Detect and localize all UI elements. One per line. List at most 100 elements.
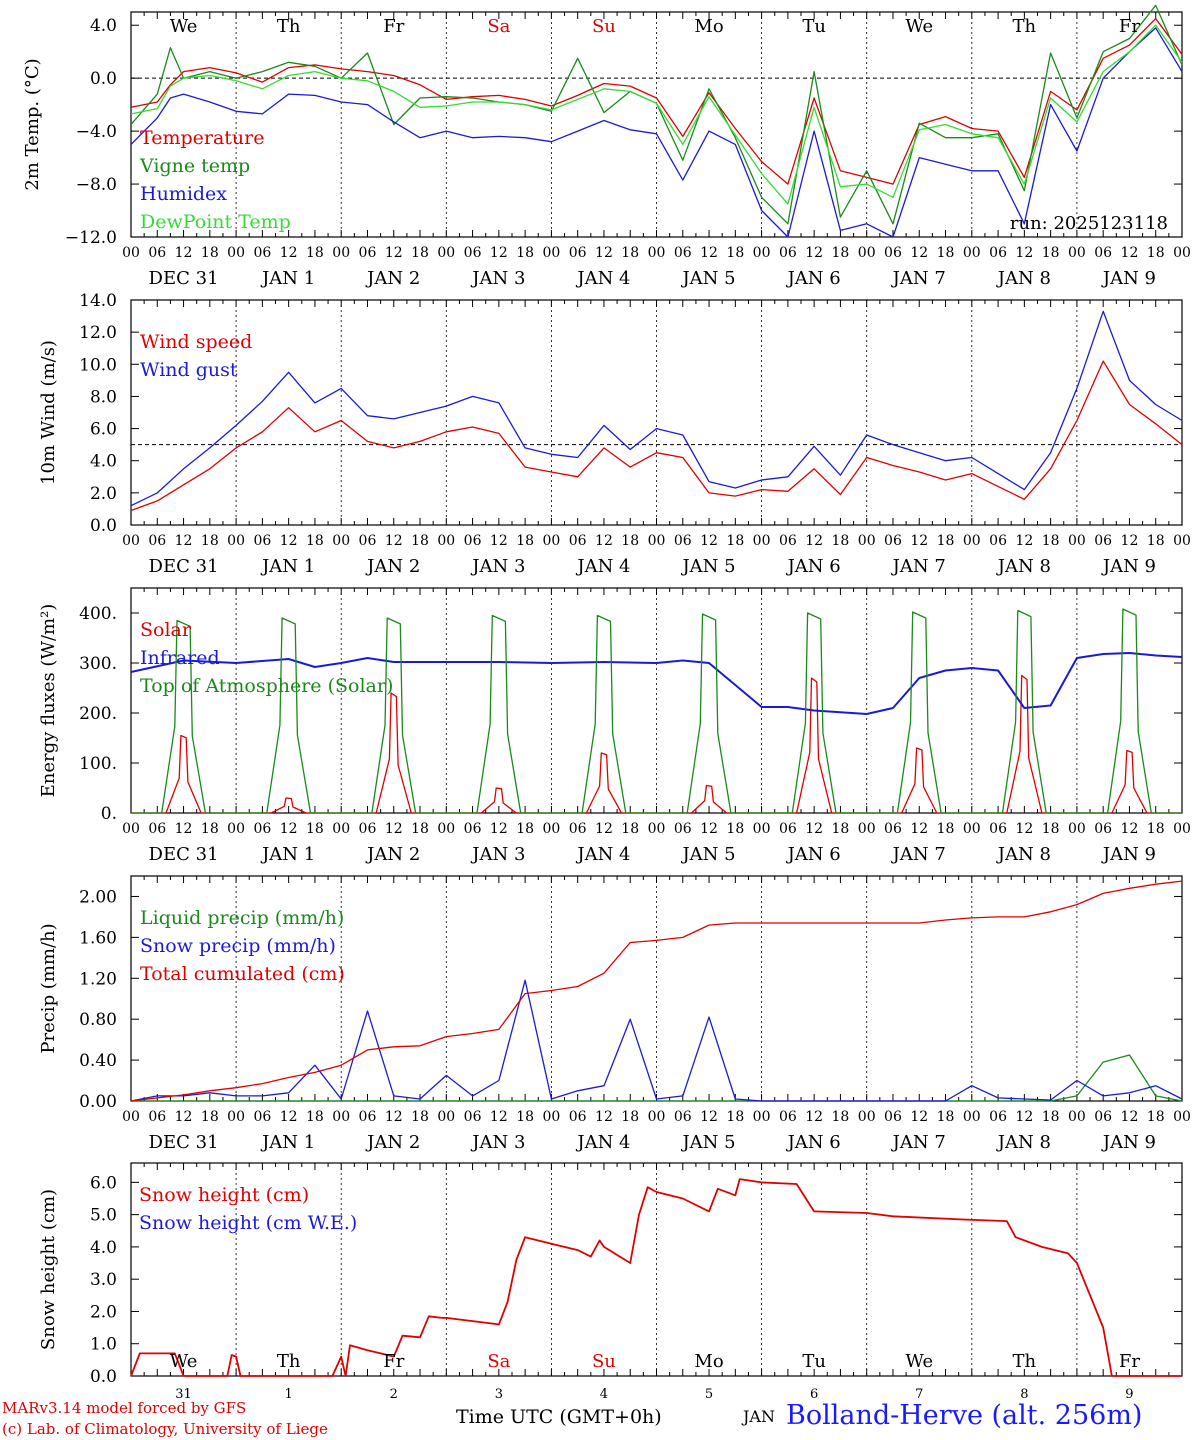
- energy-series-1: [130, 652, 1183, 715]
- wind-series-1: [130, 310, 1183, 507]
- precip-hour-label: 06: [359, 1109, 377, 1125]
- wind-hour-label: 06: [989, 533, 1007, 549]
- wind-hour-label: 12: [385, 533, 403, 549]
- temp-date-label: JAN 5: [680, 268, 735, 289]
- wind-series-0: [130, 360, 1183, 512]
- snow-date-label: 1: [285, 1387, 293, 1402]
- precip-hour-label: 18: [832, 1109, 850, 1125]
- precip-hour-label: 06: [253, 1109, 271, 1125]
- energy-hour-label: 12: [490, 821, 508, 837]
- temp-hour-label: 06: [1094, 245, 1112, 261]
- precip-legend-item: Total cumulated (cm): [140, 963, 345, 985]
- energy-date-label: JAN 3: [470, 844, 525, 865]
- weekday-label: Fr: [383, 16, 404, 37]
- temp-legend-item: Temperature: [140, 127, 264, 149]
- temp-legend-item: DewPoint Temp: [140, 211, 291, 233]
- energy-hour-label: 06: [674, 821, 692, 837]
- precip-hour-label: 06: [148, 1109, 166, 1125]
- energy-hour-label: 00: [753, 821, 771, 837]
- wind-hour-label: 18: [411, 533, 429, 549]
- wind-y-tick-label: 10.0: [79, 355, 117, 375]
- wind-date-label: JAN 5: [680, 556, 735, 577]
- wind-legend-item: Wind speed: [140, 331, 252, 353]
- precip-hour-label: 00: [332, 1109, 350, 1125]
- precip-hour-label: 18: [1042, 1109, 1060, 1125]
- weekday-label: Fr: [1119, 1351, 1140, 1372]
- energy-hour-label: 18: [832, 821, 850, 837]
- temp-hour-label: 00: [963, 245, 981, 261]
- weekday-label: Su: [592, 1351, 616, 1372]
- precip-hour-label: 06: [884, 1109, 902, 1125]
- temp-hour-label: 18: [621, 245, 639, 261]
- precip-y-tick-label: 1.20: [79, 969, 117, 989]
- energy-hour-label: 12: [700, 821, 718, 837]
- precip-hour-label: 18: [411, 1109, 429, 1125]
- temp-hour-label: 00: [1173, 245, 1191, 261]
- wind-hour-label: 06: [253, 533, 271, 549]
- model-credit: MARv3.14 model forced by GFS: [2, 1399, 247, 1417]
- wind-hour-label: 00: [1068, 533, 1086, 549]
- temp-hour-label: 12: [280, 245, 298, 261]
- wind-date-label: JAN 9: [1101, 556, 1156, 577]
- wind-hour-label: 06: [1094, 533, 1112, 549]
- energy-hour-label: 18: [726, 821, 744, 837]
- temp-hour-label: 12: [805, 245, 823, 261]
- snow-panel: [130, 1162, 1183, 1377]
- snow-date-label: 8: [1020, 1387, 1028, 1402]
- precip-date-label: JAN 5: [680, 1132, 735, 1153]
- run-annotation: run: 2025123118: [1010, 213, 1168, 234]
- precip-hour-label: 12: [385, 1109, 403, 1125]
- energy-hour-label: 06: [464, 821, 482, 837]
- temp-date-label: JAN 3: [470, 268, 525, 289]
- energy-hour-label: 18: [516, 821, 534, 837]
- wind-hour-label: 18: [621, 533, 639, 549]
- temp-y-tick-label: 0.0: [90, 69, 117, 89]
- wind-date-label: JAN 4: [575, 556, 630, 577]
- snow-y-tick-label: 1.0: [90, 1335, 117, 1355]
- temp-y-tick-label: −12.0: [65, 228, 117, 248]
- temp-date-label: JAN 1: [260, 268, 315, 289]
- temp-legend-item: Humidex: [140, 183, 227, 205]
- wind-y-tick-label: 2.0: [90, 484, 117, 504]
- precip-hour-label: 00: [963, 1109, 981, 1125]
- precip-hour-label: 06: [464, 1109, 482, 1125]
- temp-hour-label: 06: [569, 245, 587, 261]
- precip-hour-label: 06: [674, 1109, 692, 1125]
- temp-hour-label: 12: [700, 245, 718, 261]
- temp-hour-label: 12: [1121, 245, 1139, 261]
- weekday-label: Su: [592, 16, 616, 37]
- precip-hour-label: 00: [122, 1109, 140, 1125]
- precip-hour-label: 12: [805, 1109, 823, 1125]
- energy-hour-label: 00: [1173, 821, 1191, 837]
- energy-hour-label: 06: [359, 821, 377, 837]
- temp-hour-label: 12: [385, 245, 403, 261]
- energy-hour-label: 00: [1068, 821, 1086, 837]
- snow-legend-item: Snow height (cm W.E.): [139, 1212, 357, 1234]
- precip-y-tick-label: 0.40: [79, 1051, 117, 1071]
- temp-hour-label: 00: [227, 245, 245, 261]
- precip-y-axis-label: Precip (mm/h): [38, 923, 59, 1053]
- weekday-label: Th: [1013, 16, 1037, 37]
- temp-hour-label: 06: [359, 245, 377, 261]
- precip-hour-label: 18: [726, 1109, 744, 1125]
- weekday-label: Sa: [487, 1351, 510, 1372]
- energy-date-label: JAN 8: [996, 844, 1051, 865]
- precip-y-tick-label: 0.80: [79, 1010, 117, 1030]
- weekday-label: Sa: [487, 16, 510, 37]
- snow-date-label: 31: [175, 1387, 192, 1402]
- weekday-label: We: [905, 16, 933, 37]
- energy-hour-label: 00: [858, 821, 876, 837]
- wind-hour-label: 00: [122, 533, 140, 549]
- wind-date-label: JAN 1: [260, 556, 315, 577]
- energy-hour-label: 18: [621, 821, 639, 837]
- temp-y-tick-label: 4.0: [90, 16, 117, 36]
- wind-hour-label: 00: [648, 533, 666, 549]
- precip-legend-item: Snow precip (mm/h): [140, 935, 336, 957]
- energy-hour-label: 06: [1094, 821, 1112, 837]
- precip-y-tick-label: 1.60: [79, 928, 117, 948]
- wind-panel: [130, 299, 1183, 526]
- energy-hour-label: 12: [805, 821, 823, 837]
- temp-hour-label: 00: [122, 245, 140, 261]
- temp-hour-label: 06: [884, 245, 902, 261]
- energy-hour-label: 00: [437, 821, 455, 837]
